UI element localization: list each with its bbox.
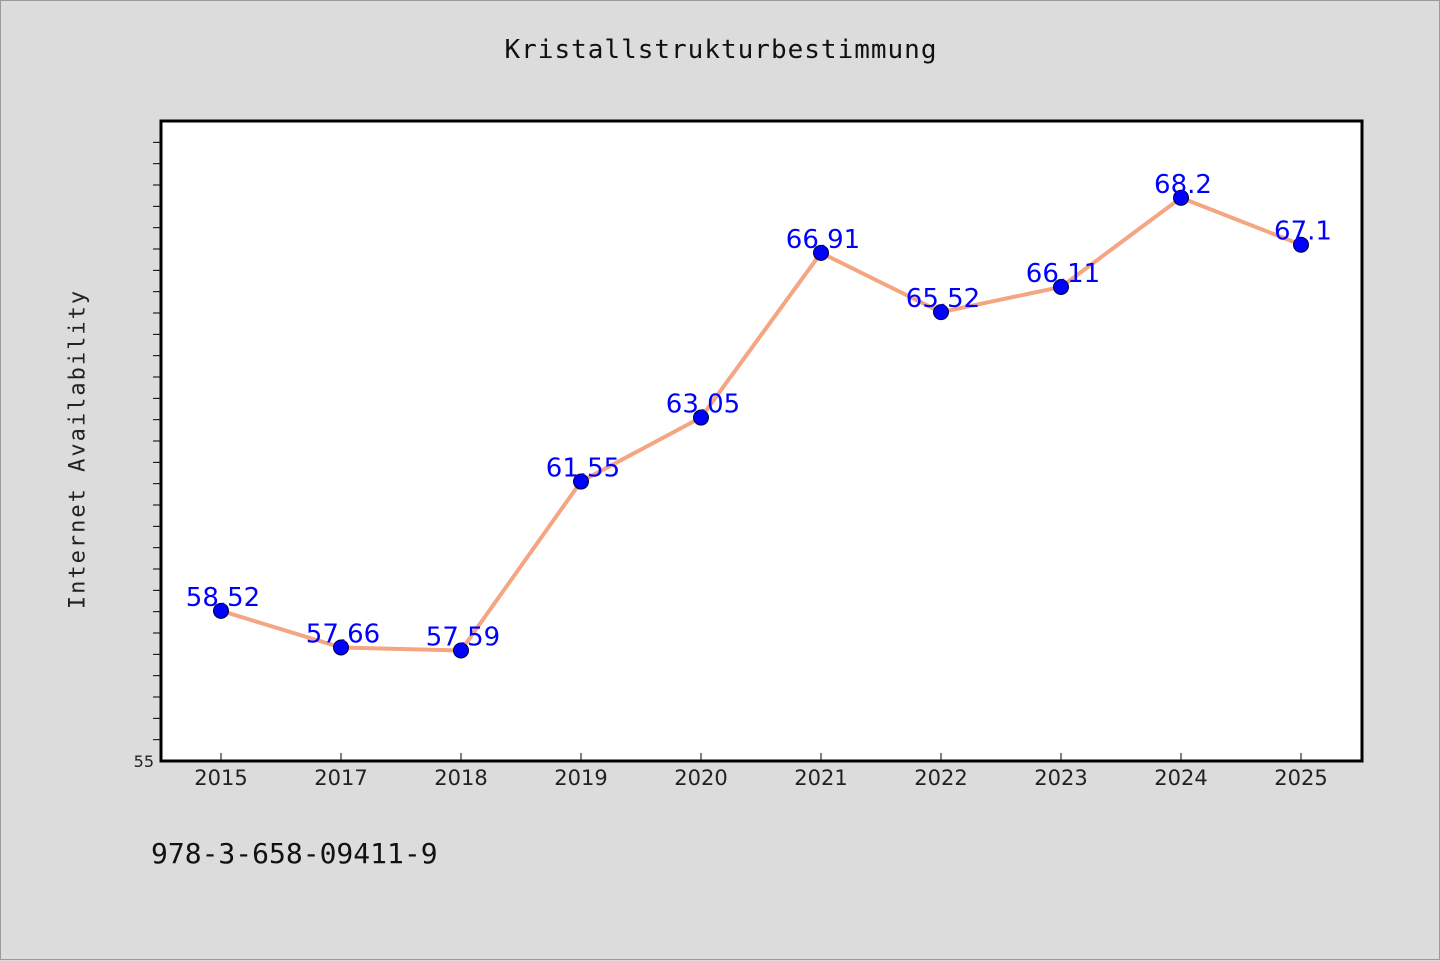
data-label: 68.2 (1154, 170, 1212, 200)
chart-title: Kristallstrukturbestimmung (504, 35, 938, 65)
x-tick-label: 2024 (1154, 766, 1207, 790)
x-tick-label: 2021 (794, 766, 847, 790)
x-tick-label: 2015 (194, 766, 247, 790)
data-point (693, 409, 709, 426)
data-point (1053, 278, 1069, 295)
data-point (1173, 189, 1189, 206)
x-tick-label: 2018 (434, 766, 487, 790)
y-axis-ticks: 55 (134, 141, 161, 771)
x-tick-label: 2022 (914, 766, 967, 790)
x-tick-label: 2019 (554, 766, 607, 790)
data-point (813, 244, 829, 261)
x-tick-label: 2017 (314, 766, 367, 790)
footnote-isbn: 978-3-658-09411-9 (151, 837, 438, 870)
series-line (219, 195, 1303, 653)
data-label: 57.59 (426, 622, 500, 652)
data-point (573, 473, 589, 490)
plot-area (159, 119, 1364, 763)
data-label: 66.11 (1026, 259, 1100, 289)
data-point (1293, 236, 1309, 253)
data-label: 57.66 (306, 620, 380, 650)
data-point (333, 639, 349, 656)
data-label: 65.52 (906, 284, 980, 314)
data-label: 66.91 (786, 225, 860, 255)
data-label: 61.55 (546, 454, 620, 484)
data-labels: 58.52 57.66 57.59 61.55 63.05 66.91 65.52 66.11… (186, 170, 1332, 653)
data-point (453, 642, 469, 659)
data-label: 63.05 (666, 390, 740, 420)
data-label: 58.52 (186, 583, 260, 613)
x-tick-label: 2020 (674, 766, 727, 790)
data-label: 67.1 (1274, 217, 1332, 247)
series-group (213, 189, 1309, 659)
data-point (933, 304, 949, 321)
y-tick-label: 55 (134, 752, 154, 771)
x-tick-label: 2025 (1274, 766, 1327, 790)
x-axis-ticks: 2015 2017 2018 2019 2020 2021 2022 2023 2024 2025 (194, 753, 1328, 790)
x-tick-label: 2023 (1034, 766, 1087, 790)
data-point (213, 602, 229, 619)
